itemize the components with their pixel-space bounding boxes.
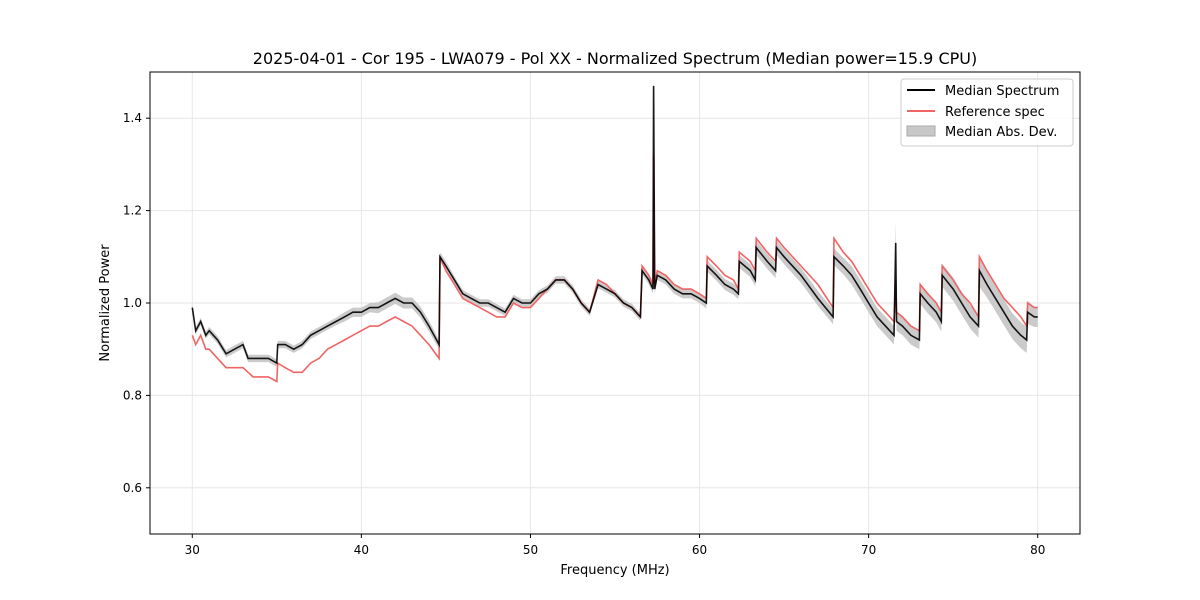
legend: Median Spectrum Reference spec Median Ab… [900, 78, 1074, 147]
y-tick-label: 1.4 [123, 111, 142, 125]
chart-title: 2025-04-01 - Cor 195 - LWA079 - Pol XX -… [253, 49, 977, 68]
reference-spectrum-line [191, 155, 1038, 383]
legend-label-mad: Median Abs. Dev. [945, 125, 1057, 140]
y-axis-label: Normalized Power [98, 244, 113, 362]
legend-label-median: Median Spectrum [945, 84, 1059, 99]
x-tick-label: 70 [861, 543, 876, 557]
y-tick-label: 1.2 [123, 204, 142, 218]
legend-box [900, 78, 1074, 147]
x-axis-ticks: 30 40 50 60 70 80 [185, 534, 1045, 557]
legend-swatch-mad [906, 125, 936, 137]
median-spectrum-line [191, 85, 1038, 365]
x-tick-label: 50 [523, 543, 538, 557]
y-axis-ticks: 0.6 0.8 1.0 1.2 1.4 [123, 111, 150, 495]
x-tick-label: 40 [354, 543, 369, 557]
legend-label-reference: Reference spec [945, 105, 1045, 120]
y-tick-label: 1.0 [123, 296, 142, 310]
x-axis-label: Frequency (MHz) [560, 563, 669, 578]
y-tick-label: 0.6 [123, 481, 142, 495]
x-tick-label: 30 [185, 543, 200, 557]
x-tick-label: 80 [1030, 543, 1045, 557]
y-tick-label: 0.8 [123, 388, 142, 402]
plot-area [191, 72, 1038, 383]
x-tick-label: 60 [692, 543, 707, 557]
